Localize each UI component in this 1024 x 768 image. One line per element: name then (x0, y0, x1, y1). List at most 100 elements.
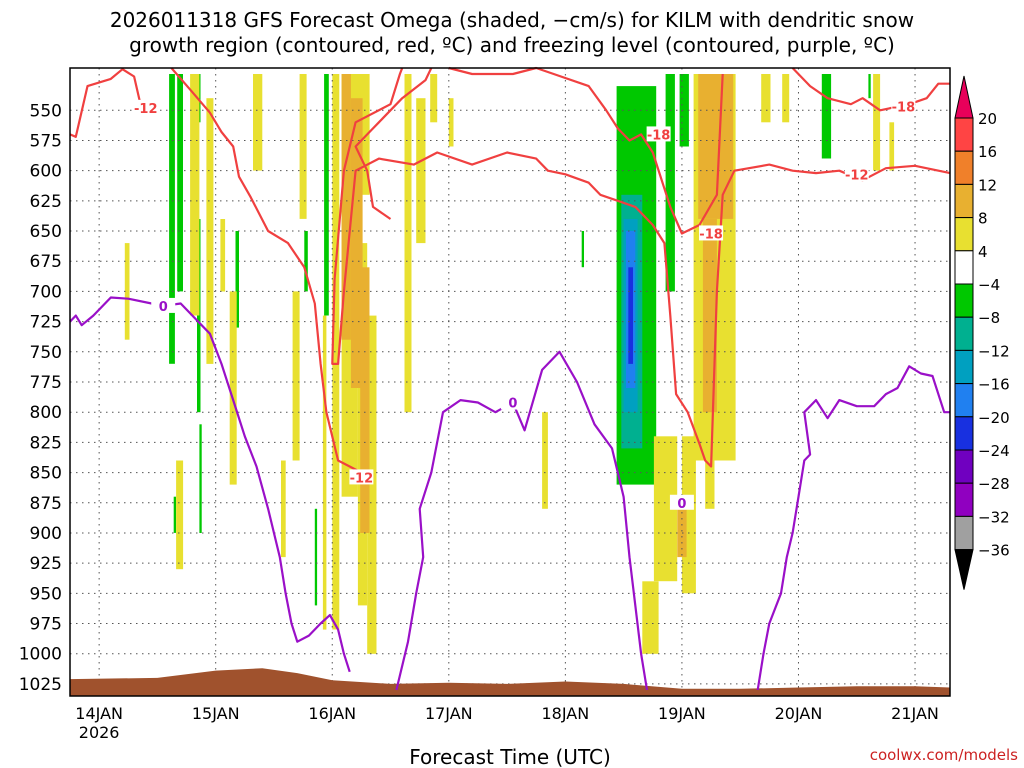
colorbar-box (954, 349, 974, 385)
y-tick-label: 775 (30, 373, 62, 393)
y-tick-label: 575 (30, 131, 62, 151)
omega-shade-cell (665, 74, 675, 292)
omega-shade-cell (761, 74, 771, 123)
colorbar-top-arrow (954, 75, 974, 119)
colorbar-box (954, 316, 974, 351)
y-tick-label: 850 (30, 464, 62, 484)
y-tick-label: 825 (30, 433, 62, 453)
omega-shade-cell (292, 291, 300, 461)
omega-shade-cell (542, 412, 548, 509)
colorbar-box (954, 383, 974, 418)
dgz-contour-label-bg (844, 166, 869, 182)
y-tick-label: 950 (30, 584, 62, 604)
colorbar-box (954, 217, 974, 252)
dgz-contour-line (448, 66, 724, 235)
chart-title-line-2: growth region (contoured, red, ºC) and f… (129, 33, 895, 57)
dgz-contour-label: -18 (892, 101, 916, 116)
colorbar-label: 16 (978, 143, 997, 161)
omega-shade-cell (404, 74, 412, 413)
dgz-contour-label: -12 (350, 471, 374, 486)
colorbar-box (954, 449, 974, 484)
omega-shade-cell (448, 98, 454, 147)
y-tick-label: 600 (30, 162, 62, 182)
colorbar-box (954, 150, 974, 185)
x-tick-label: 15JAN (192, 704, 240, 723)
dgz-contour-label-bg (699, 225, 724, 241)
colorbar-label: −20 (978, 409, 1010, 427)
y-tick-label: 1000 (19, 645, 62, 665)
omega-shade-cell (821, 74, 832, 159)
plot-area: -12 -12 -12 -18 -18 -18 0 0 0 (69, 66, 951, 697)
omega-shade-cell (206, 98, 214, 364)
omega-shade-cell (176, 460, 184, 570)
y-tick-label: 750 (30, 343, 62, 363)
omega-shade-cell (169, 74, 175, 364)
omega-shade-cell (677, 496, 687, 558)
dendritic-growth-contours: -12 -12 -12 -18 -18 -18 (69, 66, 951, 486)
dgz-contour-line (791, 67, 950, 112)
omega-shade-cell (322, 315, 327, 630)
omega-shade-cell (679, 74, 689, 147)
omega-shade-cell (642, 581, 659, 654)
colorbar-box (954, 183, 974, 219)
omega-shade-cell (873, 74, 881, 171)
x-axis-label: Forecast Time (UTC) (409, 745, 611, 768)
omega-shade-cell (190, 74, 200, 316)
colorbar-label: −16 (978, 376, 1010, 394)
omega-shade-cell (350, 98, 363, 388)
colorbar-label: 4 (978, 243, 988, 261)
x-tick-sublabel: 2026 (79, 723, 120, 742)
terrain-fill (70, 668, 950, 696)
freezing-level-contour-label-bg (151, 297, 176, 313)
omega-shade-cell (253, 74, 263, 171)
credit-text: coolwx.com/models (870, 746, 1018, 764)
colorbar-box (954, 283, 974, 318)
colorbar-label: −8 (978, 309, 1000, 327)
y-tick-label: 550 (30, 101, 62, 121)
freezing-level-contour-label: 0 (508, 397, 517, 412)
x-tick-label: 20JAN (775, 704, 823, 723)
freezing-level-contour-label: 0 (159, 300, 168, 315)
x-tick-label: 16JAN (308, 704, 356, 723)
omega-shade-cell (177, 74, 183, 292)
colorbar-label: −36 (978, 542, 1010, 560)
colorbar-label: −32 (978, 508, 1010, 526)
colorbar-label: −28 (978, 475, 1010, 493)
x-tick-label: 18JAN (542, 704, 590, 723)
omega-shade-cell (705, 436, 715, 509)
y-tick-label: 700 (30, 282, 62, 302)
dgz-contour-line (69, 68, 141, 138)
y-tick-label: 925 (30, 554, 62, 574)
omega-shade-cell (332, 74, 340, 630)
omega-shade-cell (430, 74, 438, 123)
dgz-contour-label: -12 (134, 102, 158, 117)
dgz-contour-label: -18 (699, 227, 723, 242)
omega-shade-cell (299, 74, 307, 219)
colorbar-label: 12 (978, 176, 997, 194)
colorbar-box (954, 117, 974, 152)
colorbar-box (954, 250, 974, 285)
omega-shade-cell (281, 460, 286, 558)
dgz-contour-line (354, 67, 433, 220)
x-tick-label: 21JAN (891, 704, 939, 723)
colorbar-bottom-arrow (954, 549, 974, 590)
dgz-contour-line (170, 67, 362, 474)
omega-shade-cell (314, 508, 318, 606)
y-tick-label: 1025 (19, 675, 62, 695)
colorbar-label: −24 (978, 442, 1010, 460)
omega-shade-cell (782, 74, 790, 123)
freezing-level-contour-label-bg (669, 494, 694, 510)
x-tick-label: 14JAN (75, 704, 123, 723)
plot-frame (69, 67, 951, 697)
dgz-contour-label-bg (891, 98, 916, 114)
colorbar-box (954, 416, 974, 451)
freezing-level-contour-label-bg (500, 394, 525, 410)
omega-shade-cell (416, 98, 426, 244)
y-tick-label: 975 (30, 615, 62, 635)
chart-title-line-1: 2026011318 GFS Forecast Omega (shaded, −… (110, 8, 914, 32)
dgz-contour-label-bg (646, 126, 671, 142)
y-tick-label: 625 (30, 192, 62, 212)
colorbar-box (954, 482, 974, 517)
omega-shade-cell (367, 315, 377, 654)
